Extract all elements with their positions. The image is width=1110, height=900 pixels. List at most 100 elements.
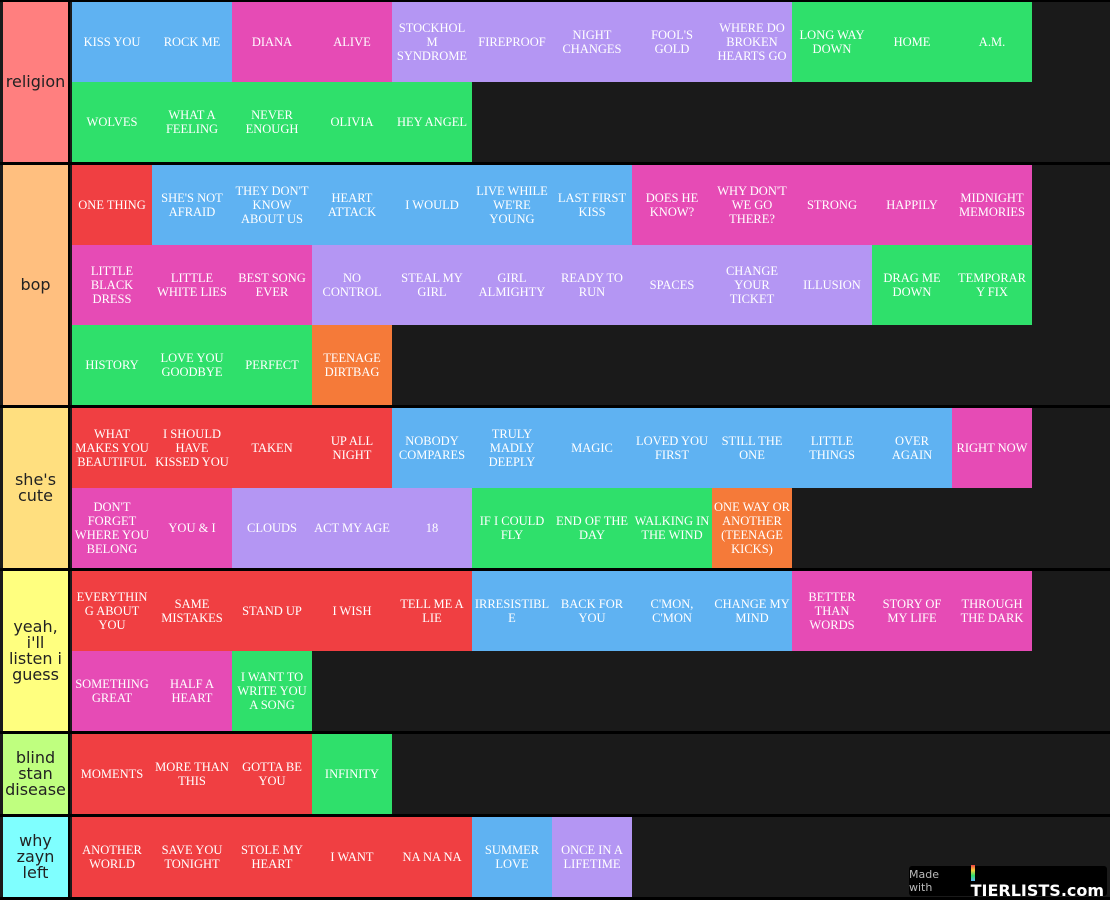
tier-item[interactable]: STOCKHOLM SYNDROME <box>392 2 472 82</box>
tier-item[interactable]: I SHOULD HAVE KISSED YOU <box>152 408 232 488</box>
tier-item[interactable]: DIANA <box>232 2 312 82</box>
tier-label[interactable]: blind stan disease <box>3 734 70 814</box>
tier-item[interactable]: NA NA NA <box>392 817 472 897</box>
tier-item[interactable]: ONE WAY OR ANOTHER (TEENAGE KICKS) <box>712 488 792 568</box>
tier-item[interactable]: LOVE YOU GOODBYE <box>152 325 232 405</box>
tier-item[interactable]: LONG WAY DOWN <box>792 2 872 82</box>
tier-item[interactable]: I WISH <box>312 571 392 651</box>
tier-item[interactable]: WHAT A FEELING <box>152 82 232 162</box>
tier-item[interactable]: WOLVES <box>72 82 152 162</box>
tier-item[interactable]: IRRESISTIBLE <box>472 571 552 651</box>
tier-item[interactable]: MORE THAN THIS <box>152 734 232 814</box>
tier-item[interactable]: BACK FOR YOU <box>552 571 632 651</box>
tier-item[interactable]: SAVE YOU TONIGHT <box>152 817 232 897</box>
tier-item[interactable]: STRONG <box>792 165 872 245</box>
tier-item[interactable]: TEMPORARY FIX <box>952 245 1032 325</box>
tier-item[interactable]: ONE THING <box>72 165 152 245</box>
tier-item[interactable]: TEENAGE DIRTBAG <box>312 325 392 405</box>
tier-item[interactable]: CHANGE MY MIND <box>712 571 792 651</box>
tier-item[interactable]: RIGHT NOW <box>952 408 1032 488</box>
tier-item[interactable]: FIREPROOF <box>472 2 552 82</box>
tier-item[interactable]: GIRL ALMIGHTY <box>472 245 552 325</box>
tier-item[interactable]: NOBODY COMPARES <box>392 408 472 488</box>
tier-item[interactable]: ILLUSION <box>792 245 872 325</box>
tier-item[interactable]: 18 <box>392 488 472 568</box>
tier-item[interactable]: STORY OF MY LIFE <box>872 571 952 651</box>
tier-item[interactable]: ONCE IN A LIFETIME <box>552 817 632 897</box>
tier-item[interactable]: READY TO RUN <box>552 245 632 325</box>
tier-item[interactable]: LAST FIRST KISS <box>552 165 632 245</box>
tier-item[interactable]: NO CONTROL <box>312 245 392 325</box>
tier-item[interactable]: KISS YOU <box>72 2 152 82</box>
tier-item[interactable]: DON'T FORGET WHERE YOU BELONG <box>72 488 152 568</box>
tier-item[interactable]: EVERYTHING ABOUT YOU <box>72 571 152 651</box>
tier-item[interactable]: BEST SONG EVER <box>232 245 312 325</box>
tier-row: bop ONE THING SHE'S NOT AFRAID THEY DON'T K… <box>0 165 1110 408</box>
tier-item[interactable]: UP ALL NIGHT <box>312 408 392 488</box>
tier-item[interactable]: CHANGE YOUR TICKET <box>712 245 792 325</box>
tier-item[interactable]: DOES HE KNOW? <box>632 165 712 245</box>
tier-label[interactable]: religion <box>3 2 70 162</box>
tier-item[interactable]: CLOUDS <box>232 488 312 568</box>
tier-item[interactable]: MIDNIGHT MEMORIES <box>952 165 1032 245</box>
tier-item[interactable]: IF I COULD FLY <box>472 488 552 568</box>
tier-item[interactable]: SAME MISTAKES <box>152 571 232 651</box>
tier-item[interactable]: YOU & I <box>152 488 232 568</box>
tier-item[interactable]: TAKEN <box>232 408 312 488</box>
tier-item[interactable]: SHE'S NOT AFRAID <box>152 165 232 245</box>
tier-item[interactable]: NEVER ENOUGH <box>232 82 312 162</box>
tier-item[interactable]: NIGHT CHANGES <box>552 2 632 82</box>
tier-item[interactable]: HEART ATTACK <box>312 165 392 245</box>
tier-item[interactable]: THEY DON'T KNOW ABOUT US <box>232 165 312 245</box>
tier-item[interactable]: THROUGH THE DARK <box>952 571 1032 651</box>
tier-item[interactable]: OLIVIA <box>312 82 392 162</box>
tier-item[interactable]: LITTLE WHITE LIES <box>152 245 232 325</box>
tier-item[interactable]: END OF THE DAY <box>552 488 632 568</box>
tier-item[interactable]: A.M. <box>952 2 1032 82</box>
tier-item[interactable]: FOOL'S GOLD <box>632 2 712 82</box>
tier-item[interactable]: TELL ME A LIE <box>392 571 472 651</box>
tier-item[interactable]: HAPPILY <box>872 165 952 245</box>
tier-item[interactable]: ROCK ME <box>152 2 232 82</box>
tier-item[interactable]: WALKING IN THE WIND <box>632 488 712 568</box>
tier-label[interactable]: bop <box>3 165 70 405</box>
tier-item[interactable]: HISTORY <box>72 325 152 405</box>
tier-item[interactable]: GOTTA BE YOU <box>232 734 312 814</box>
tier-item[interactable]: PERFECT <box>232 325 312 405</box>
tier-item[interactable]: MOMENTS <box>72 734 152 814</box>
tier-item[interactable]: SOMETHING GREAT <box>72 651 152 731</box>
tier-label[interactable]: why zayn left <box>3 817 70 897</box>
tier-item[interactable]: BETTER THAN WORDS <box>792 571 872 651</box>
tier-item[interactable]: I WOULD <box>392 165 472 245</box>
tier-item[interactable]: I WANT <box>312 817 392 897</box>
tier-item[interactable]: LOVED YOU FIRST <box>632 408 712 488</box>
tier-label[interactable]: she's cute <box>3 408 70 568</box>
tier-item[interactable]: INFINITY <box>312 734 392 814</box>
tier-item[interactable]: SUMMER LOVE <box>472 817 552 897</box>
tier-item[interactable]: MAGIC <box>552 408 632 488</box>
tier-item[interactable]: HALF A HEART <box>152 651 232 731</box>
watermark[interactable]: Made with TIERLISTS.com <box>909 864 1107 900</box>
tier-item[interactable]: LITTLE THINGS <box>792 408 872 488</box>
tier-item[interactable]: WHY DON'T WE GO THERE? <box>712 165 792 245</box>
tier-item[interactable]: ANOTHER WORLD <box>72 817 152 897</box>
tier-item[interactable]: STAND UP <box>232 571 312 651</box>
tier-item[interactable]: HOME <box>872 2 952 82</box>
tier-item[interactable]: STOLE MY HEART <box>232 817 312 897</box>
tier-item[interactable]: STEAL MY GIRL <box>392 245 472 325</box>
tier-item[interactable]: DRAG ME DOWN <box>872 245 952 325</box>
tier-label[interactable]: yeah, i'll listen i guess <box>3 571 70 731</box>
tier-item[interactable]: SPACES <box>632 245 712 325</box>
tier-item[interactable]: C'MON, C'MON <box>632 571 712 651</box>
tier-item[interactable]: LITTLE BLACK DRESS <box>72 245 152 325</box>
tier-item[interactable]: HEY ANGEL <box>392 82 472 162</box>
tier-item[interactable]: ACT MY AGE <box>312 488 392 568</box>
tier-item[interactable]: OVER AGAIN <box>872 408 952 488</box>
tier-item[interactable]: TRULY MADLY DEEPLY <box>472 408 552 488</box>
tier-item[interactable]: STILL THE ONE <box>712 408 792 488</box>
tier-item[interactable]: LIVE WHILE WE'RE YOUNG <box>472 165 552 245</box>
tier-item[interactable]: WHAT MAKES YOU BEAUTIFUL <box>72 408 152 488</box>
tier-item[interactable]: I WANT TO WRITE YOU A SONG <box>232 651 312 731</box>
tier-item[interactable]: ALIVE <box>312 2 392 82</box>
tier-item[interactable]: WHERE DO BROKEN HEARTS GO <box>712 2 792 82</box>
